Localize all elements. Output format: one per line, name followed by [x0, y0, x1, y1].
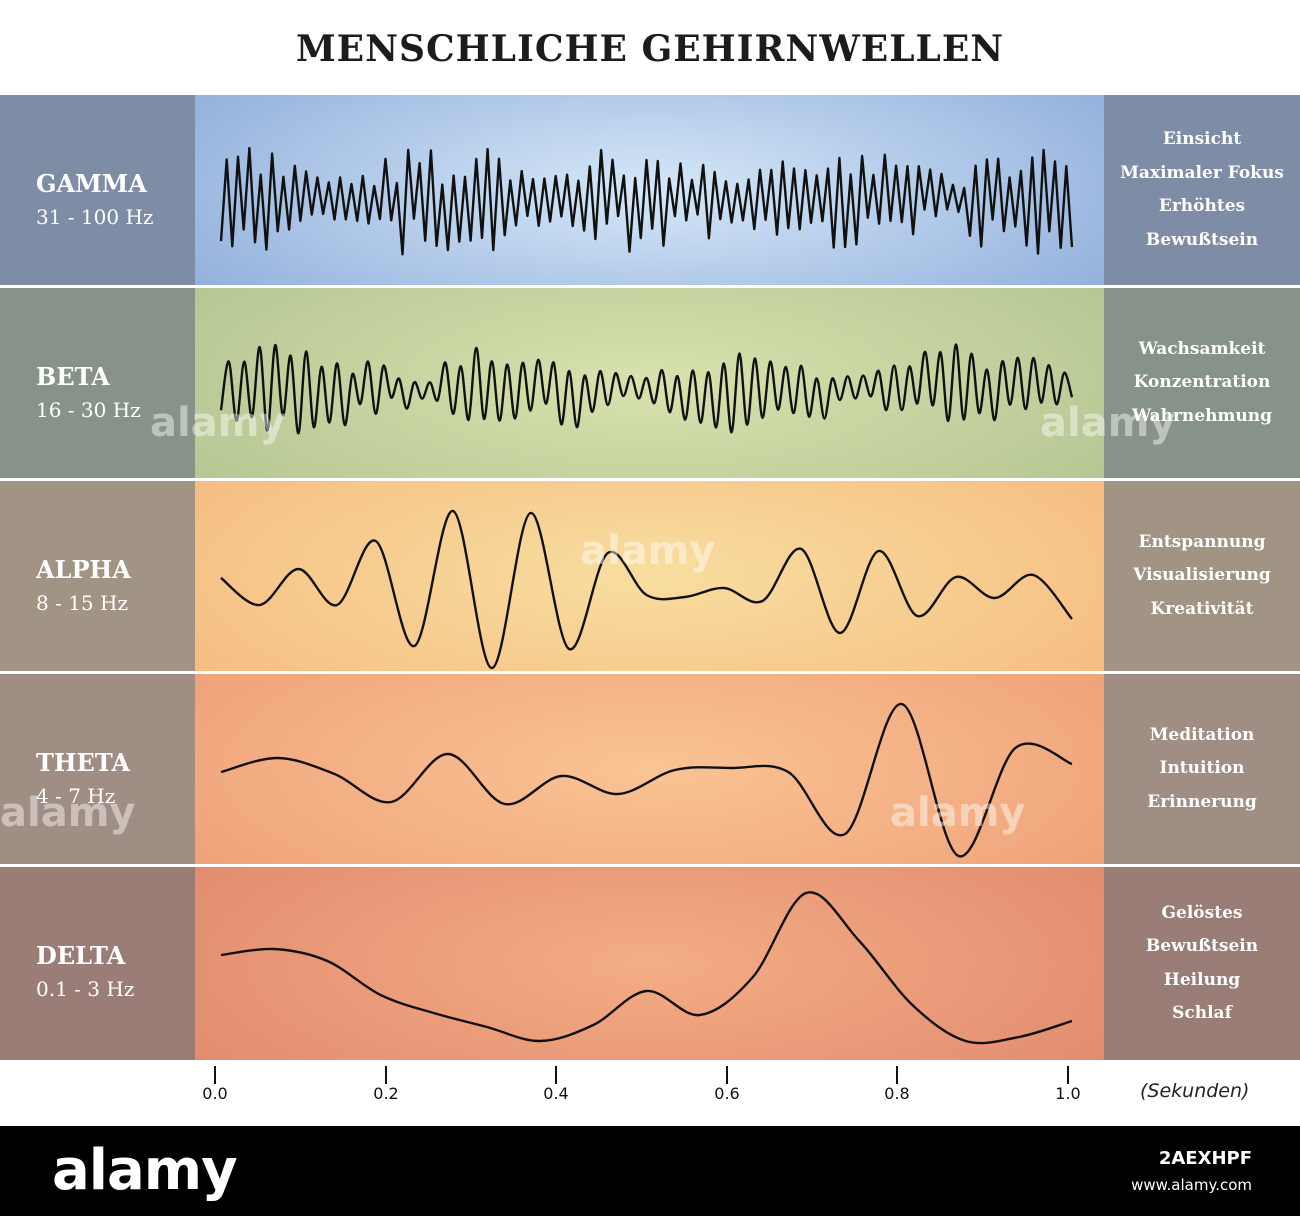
description-item: Meditation: [1149, 724, 1255, 745]
description-item: Wahrnehmung: [1131, 405, 1273, 426]
description-item: Intuition: [1159, 758, 1245, 779]
description-item: Entspannung: [1138, 531, 1266, 552]
axis-tick-label: 1.0: [1055, 1084, 1080, 1103]
wave-plot: [219, 146, 1074, 256]
band-description-panel: Entspannung Visualisierung Kreativität: [1104, 481, 1300, 671]
wave-area: [195, 674, 1104, 864]
band-label-panel: GAMMA 31 - 100 Hz: [0, 95, 195, 285]
description-item: Einsicht: [1162, 129, 1242, 149]
wave-area: [195, 867, 1104, 1060]
description-item: Heilung: [1163, 969, 1241, 990]
band-gamma: GAMMA 31 - 100 Hz Einsicht Maximaler Fok…: [0, 95, 1300, 285]
description-item: Wachsamkeit: [1138, 338, 1266, 359]
wave-plot: [220, 891, 1073, 1045]
axis-tick-label: 0.0: [202, 1084, 227, 1103]
footer-image-id: 2AEXHPF: [1158, 1148, 1252, 1169]
description-item: Bewußtsein: [1145, 229, 1259, 250]
wave-frequency: 4 - 7 Hz: [36, 784, 116, 808]
wave-name: BETA: [36, 362, 110, 391]
wave-area: [195, 481, 1104, 671]
alpha-wave-line: [220, 509, 1073, 670]
wave-area: [195, 95, 1104, 285]
wave-name: DELTA: [36, 941, 126, 970]
axis-unit-label: (Sekunden): [1140, 1080, 1250, 1102]
axis-tick-label: 0.4: [543, 1084, 568, 1103]
gamma-wave-line: [219, 146, 1074, 256]
wave-frequency: 0.1 - 3 Hz: [36, 977, 135, 1001]
wave-plot: [220, 509, 1073, 670]
wave-plot: [220, 702, 1073, 858]
description-item: Erinnerung: [1147, 791, 1257, 812]
band-description-panel: Meditation Intuition Erinnerung: [1104, 674, 1300, 864]
wave-name: ALPHA: [36, 555, 131, 584]
footer-logo: alamy: [52, 1138, 238, 1203]
delta-wave-line: [220, 891, 1073, 1045]
theta-wave-line: [220, 702, 1073, 858]
wave-frequency: 8 - 15 Hz: [36, 591, 128, 615]
band-delta: DELTA 0.1 - 3 Hz Gelöstes Bewußtsein Hei…: [0, 867, 1300, 1060]
wave-area: [195, 288, 1104, 478]
band-label-panel: DELTA 0.1 - 3 Hz: [0, 867, 195, 1060]
description-item: Visualisierung: [1133, 565, 1271, 586]
description-item: Kreativität: [1150, 598, 1254, 619]
band-label-panel: THETA 4 - 7 Hz: [0, 674, 195, 864]
band-beta: BETA 16 - 30 Hz Wachsamkeit Konzentratio…: [0, 288, 1300, 478]
wave-name: GAMMA: [36, 169, 147, 198]
description-item: Erhöhtes: [1158, 196, 1246, 216]
beta-wave-line: [219, 343, 1074, 435]
axis-tick-label: 0.2: [373, 1084, 398, 1103]
wave-frequency: 16 - 30 Hz: [36, 398, 141, 422]
description-item: Konzentration: [1133, 372, 1271, 393]
wave-plot: [219, 343, 1074, 435]
description-item: Schlaf: [1172, 1003, 1232, 1023]
description-item: Gelöstes: [1161, 902, 1243, 923]
description-item: Bewußtsein: [1145, 936, 1259, 956]
band-description-panel: Gelöstes Bewußtsein Heilung Schlaf: [1104, 867, 1300, 1060]
band-label-panel: ALPHA 8 - 15 Hz: [0, 481, 195, 671]
axis-tick-label: 0.8: [884, 1084, 909, 1103]
time-axis: 0.0 0.2 0.4 0.6 0.8 1.0: [202, 1066, 1081, 1103]
axis-tick-label: 0.6: [714, 1084, 739, 1103]
band-alpha: ALPHA 8 - 15 Hz Entspannung Visualisieru…: [0, 481, 1300, 671]
wave-name: THETA: [36, 748, 130, 777]
band-label-panel: BETA 16 - 30 Hz: [0, 288, 195, 478]
footer-url: www.alamy.com: [1131, 1176, 1252, 1194]
page-title: MENSCHLICHE GEHIRNWELLEN: [295, 28, 1005, 70]
description-item: Maximaler Fokus: [1120, 162, 1284, 183]
band-description-panel: Einsicht Maximaler Fokus Erhöhtes Bewußt…: [1104, 95, 1300, 285]
watermark-footer: alamy 2AEXHPF www.alamy.com: [0, 1126, 1300, 1216]
wave-frequency: 31 - 100 Hz: [36, 205, 154, 229]
band-description-panel: Wachsamkeit Konzentration Wahrnehmung: [1104, 288, 1300, 478]
band-theta: THETA 4 - 7 Hz Meditation Intuition Erin…: [0, 674, 1300, 864]
